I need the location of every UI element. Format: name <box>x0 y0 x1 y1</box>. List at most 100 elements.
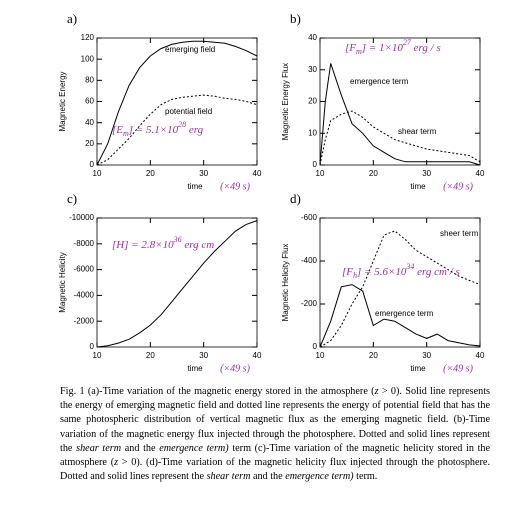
caption-text: term (c)-Time variation of the magnetic … <box>60 442 491 469</box>
annotation: [Fh] = 5.6×1034 erg cm / s <box>342 262 460 280</box>
y-tick-label: -200 <box>301 299 318 308</box>
y-tick-label: -10000 <box>69 213 94 222</box>
caption-text: shear term <box>206 471 251 483</box>
x-tick-label: 10 <box>93 351 102 360</box>
x-unit: (×49 s) <box>443 363 473 374</box>
x-axis-label: time <box>187 182 203 191</box>
y-tick-label: 0 <box>313 342 318 351</box>
caption-text: z <box>114 457 119 469</box>
annotation-part: erg / s <box>411 42 441 54</box>
y-axis-label: Magnetic Energy <box>58 71 67 131</box>
y-tick-label: 120 <box>81 33 95 42</box>
caption-text: and the <box>250 471 286 483</box>
y-tick-label: 20 <box>308 97 317 106</box>
plot-frame <box>96 37 258 166</box>
series-line <box>96 40 258 166</box>
annotation-part: 34 <box>405 262 414 271</box>
panel-label: d) <box>290 191 301 206</box>
y-tick-label: 60 <box>85 97 94 106</box>
caption-text: > 0). (d)-Time variation of the magnetic… <box>60 457 490 483</box>
x-tick-label: 30 <box>199 169 208 178</box>
annotation-part: h <box>353 271 357 280</box>
annotation: [H] = 2.8×1036 erg cm <box>112 235 214 250</box>
caption-text: and the <box>121 442 160 454</box>
plot-frame <box>319 217 481 348</box>
x-unit: (×49 s) <box>220 363 250 374</box>
x-tick-label: 10 <box>93 169 102 178</box>
x-tick-label: 40 <box>253 351 262 360</box>
caption-text: term. <box>353 471 378 483</box>
annotation-part: 36 <box>173 235 182 244</box>
y-tick-label: -400 <box>301 256 318 265</box>
y-tick-label: 80 <box>85 75 94 84</box>
annotation-part: [F <box>342 266 353 278</box>
y-axis-label: Magnetic Energy Flux <box>281 63 290 140</box>
series-line <box>319 110 481 166</box>
caption-text: > 0). Solid line represents the energy o… <box>60 386 491 454</box>
series-label: potential field <box>165 107 212 116</box>
series-line <box>319 63 481 166</box>
series-line <box>96 94 258 166</box>
x-unit: (×49 s) <box>220 181 250 192</box>
annotation-part: ] = 5.6×10 <box>356 266 407 278</box>
caption-text: shear term <box>76 442 122 454</box>
x-tick-label: 10 <box>316 169 325 178</box>
panel-label: c) <box>67 191 77 206</box>
y-tick-label: -6000 <box>74 265 95 274</box>
series-label: emergence term <box>350 77 409 86</box>
caption-text: z <box>374 386 379 397</box>
caption: Fig. 1 (a)-Time variation of the magneti… <box>60 385 490 484</box>
annotation-part: erg <box>186 124 204 136</box>
annotation-part: [E <box>112 124 123 136</box>
annotation: [Fm] = 1×1027 erg / s <box>345 38 441 56</box>
x-tick-label: 30 <box>422 169 431 178</box>
x-tick-label: 40 <box>476 351 485 360</box>
annotation-part: [F <box>345 42 356 54</box>
plot-frame <box>96 217 258 348</box>
x-axis-label: time <box>410 182 426 191</box>
panel-label: b) <box>290 11 301 26</box>
annotation-part: erg cm <box>182 239 215 251</box>
annotation-part: m <box>123 129 129 138</box>
x-axis-label: time <box>410 364 426 373</box>
series-line <box>319 284 481 348</box>
y-tick-label: 40 <box>85 118 94 127</box>
series-line <box>319 230 481 348</box>
series-label: emerging field <box>165 45 215 54</box>
x-tick-label: 20 <box>369 351 378 360</box>
annotation-part: 27 <box>403 38 412 47</box>
y-tick-label: 0 <box>90 160 95 169</box>
y-tick-label: 0 <box>313 160 318 169</box>
annotation-part: ] = 5.1×10 <box>128 124 179 136</box>
series-label: shear term <box>398 127 437 136</box>
y-axis-label: Magnetic Helicity Flux <box>281 244 290 322</box>
annotation-part: erg cm / s <box>414 266 459 278</box>
caption-text: emergence term) <box>285 471 354 483</box>
x-axis-label: time <box>187 364 203 373</box>
panel-label: a) <box>67 11 77 26</box>
annotation-part: [H] = 2.8×10 <box>112 239 174 251</box>
y-axis-label: Magnetic Helicity <box>58 252 67 312</box>
annotation: [Em] = 5.1×1028 erg <box>112 120 204 138</box>
annotation-part: ] = 1×10 <box>361 42 404 54</box>
y-tick-label: -600 <box>301 213 318 222</box>
y-tick-label: 30 <box>308 65 317 74</box>
y-tick-label: 0 <box>90 342 95 351</box>
series-label: sheer term <box>440 229 479 238</box>
series-line <box>96 220 258 348</box>
y-tick-label: 20 <box>85 139 94 148</box>
x-tick-label: 40 <box>253 169 262 178</box>
y-tick-label: 40 <box>308 33 317 42</box>
x-unit: (×49 s) <box>443 181 473 192</box>
series-label: emergence term <box>375 309 434 318</box>
y-tick-label: -8000 <box>74 239 95 248</box>
annotation-part: m <box>356 47 362 56</box>
x-tick-label: 40 <box>476 169 485 178</box>
x-tick-label: 30 <box>422 351 431 360</box>
annotation-part: 28 <box>178 120 186 129</box>
caption-text: emergence term) <box>159 442 229 454</box>
x-tick-label: 20 <box>369 169 378 178</box>
x-tick-label: 20 <box>146 351 155 360</box>
